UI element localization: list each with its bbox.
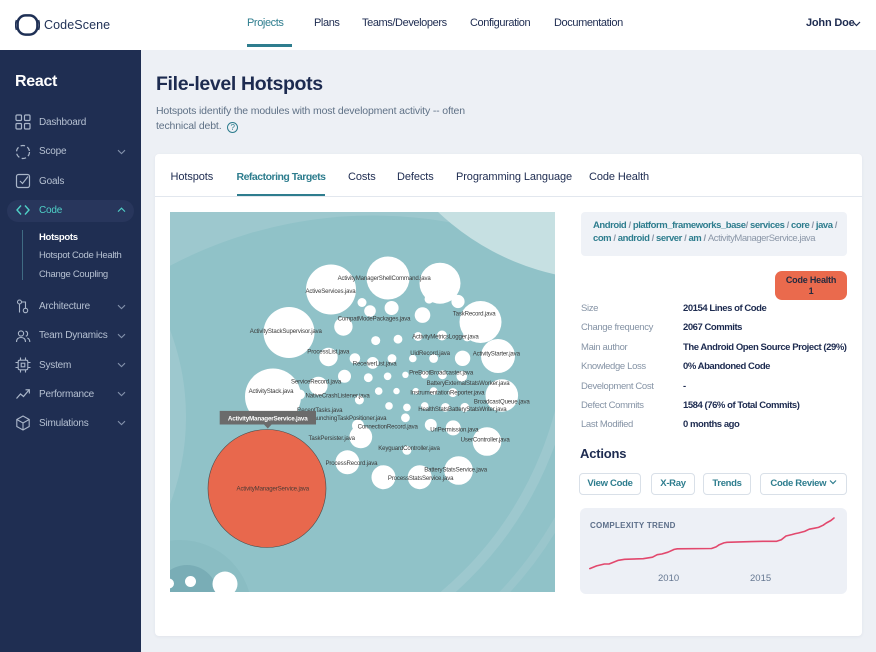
svg-text:InstrumentationReporter.java: InstrumentationReporter.java xyxy=(410,389,485,396)
svg-text:ActivityManagerService.java: ActivityManagerService.java xyxy=(237,485,310,492)
svg-text:ActivityStarter.java: ActivityStarter.java xyxy=(473,350,521,357)
svg-text:ActivityManagerService.java: ActivityManagerService.java xyxy=(228,415,308,422)
svg-text:ActivityMetricsLogger.java: ActivityMetricsLogger.java xyxy=(412,333,479,340)
svg-text:RecentTasks.java: RecentTasks.java xyxy=(297,407,343,414)
svg-text:ProcessList.java: ProcessList.java xyxy=(307,348,350,355)
svg-text:ProcessStatsService.java: ProcessStatsService.java xyxy=(388,474,454,481)
svg-text:NativeCrashListener.java: NativeCrashListener.java xyxy=(306,392,371,399)
svg-text:ConnectionRecord.java: ConnectionRecord.java xyxy=(358,423,419,430)
svg-text:UidRecord.java: UidRecord.java xyxy=(410,350,450,357)
svg-text:HealthStatsBatteryStatsWriter.: HealthStatsBatteryStatsWriter.java xyxy=(418,405,507,412)
svg-text:TaskPersister.java: TaskPersister.java xyxy=(309,434,356,441)
svg-text:BroadcastQueue.java: BroadcastQueue.java xyxy=(474,398,531,405)
svg-text:TaskRecord.java: TaskRecord.java xyxy=(453,310,497,317)
svg-text:CompatModePackages.java: CompatModePackages.java xyxy=(338,315,412,322)
svg-text:UserController.java: UserController.java xyxy=(461,436,511,443)
svg-text:BatteryExternalStatsWorker.jav: BatteryExternalStatsWorker.java xyxy=(427,379,511,386)
svg-text:ServiceRecord.java: ServiceRecord.java xyxy=(291,378,342,385)
svg-text:KeyguardController.java: KeyguardController.java xyxy=(378,445,440,452)
svg-text:UriPermission.java: UriPermission.java xyxy=(430,426,479,433)
svg-text:ProcessRecord.java: ProcessRecord.java xyxy=(326,460,379,467)
svg-text:ActiveServices.java: ActiveServices.java xyxy=(306,288,357,295)
svg-text:PreBootBroadcaster.java: PreBootBroadcaster.java xyxy=(409,369,474,376)
svg-text:BatteryStatsService.java: BatteryStatsService.java xyxy=(424,466,488,473)
svg-text:ActivityManagerShellCommand.ja: ActivityManagerShellCommand.java xyxy=(338,275,432,282)
svg-text:LaunchingTaskPositioner.java: LaunchingTaskPositioner.java xyxy=(310,414,387,421)
svg-text:ActivityStack.java: ActivityStack.java xyxy=(249,388,294,395)
svg-text:ReceiverList.java: ReceiverList.java xyxy=(353,360,398,367)
svg-text:ActivityStackSupervisor.java: ActivityStackSupervisor.java xyxy=(250,328,323,335)
